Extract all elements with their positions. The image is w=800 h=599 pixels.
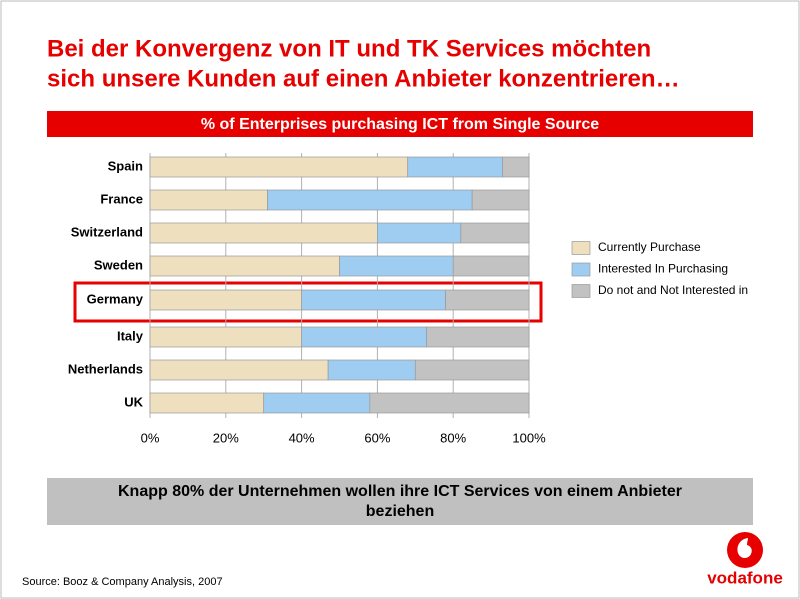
y-tick-label: France: [100, 191, 143, 206]
logo-drop: [737, 538, 752, 559]
subtitle: % of Enterprises purchasing ICT from Sin…: [201, 116, 599, 133]
bar-segment: [149, 359, 329, 381]
x-tick-label: 0%: [141, 430, 160, 445]
legend-label: Do not and Not Interested in: [598, 283, 748, 297]
legend-swatch: [571, 241, 591, 255]
y-tick-label: UK: [124, 394, 143, 409]
bar-segment: [460, 222, 530, 244]
bar-segment: [471, 189, 530, 211]
bar-segment: [149, 255, 340, 277]
highlight-box: [73, 281, 543, 323]
y-tick-label: Italy: [117, 328, 144, 343]
bar-segment: [327, 359, 416, 381]
bar-segment: [426, 326, 530, 348]
bar-segment: [452, 255, 530, 277]
bar-segment: [377, 222, 462, 244]
x-tick-label: 60%: [364, 430, 390, 445]
source: Source: Booz & Company Analysis, 2007: [22, 576, 223, 588]
x-tick-label: 100%: [512, 430, 546, 445]
y-tick-label: Switzerland: [71, 224, 143, 239]
x-tick-label: 40%: [289, 430, 315, 445]
bar-segment: [267, 189, 473, 211]
bar-segment: [263, 392, 371, 414]
legend-swatch: [571, 284, 591, 298]
bar-segment: [149, 222, 378, 244]
title-line: Bei der Konvergenz von IT und TK Service…: [47, 35, 651, 62]
legend-label: Interested In Purchasing: [598, 262, 728, 276]
bar-segment: [301, 326, 428, 348]
bar-segment: [149, 189, 268, 211]
x-tick-label: 20%: [213, 430, 239, 445]
bar-segment: [369, 392, 530, 414]
y-tick-label: Germany: [87, 291, 144, 306]
bar-segment: [301, 289, 446, 311]
bar-segment: [149, 289, 302, 311]
bar-segment: [414, 359, 530, 381]
bar-segment: [149, 156, 409, 178]
bar-segment: [149, 392, 265, 414]
bar-segment: [339, 255, 454, 277]
bar-segment: [502, 156, 530, 178]
subtitle-band: [47, 111, 753, 137]
legend-label: Currently Purchase: [598, 240, 701, 254]
bar-segment: [445, 289, 530, 311]
y-tick-label: Sweden: [94, 257, 143, 272]
y-tick-label: Spain: [108, 158, 143, 173]
legend-swatch: [571, 262, 591, 277]
y-tick-label: Netherlands: [68, 361, 143, 376]
bar-segment: [149, 326, 302, 348]
x-tick-label: 80%: [440, 430, 466, 445]
bar-segment: [407, 156, 503, 178]
conclusion-box: Knapp 80% der Unternehmen wollen ihre IC…: [47, 478, 753, 525]
title-line: sich unsere Kunden auf einen Anbieter ko…: [47, 65, 680, 92]
logo-text: vodafone: [707, 568, 783, 587]
